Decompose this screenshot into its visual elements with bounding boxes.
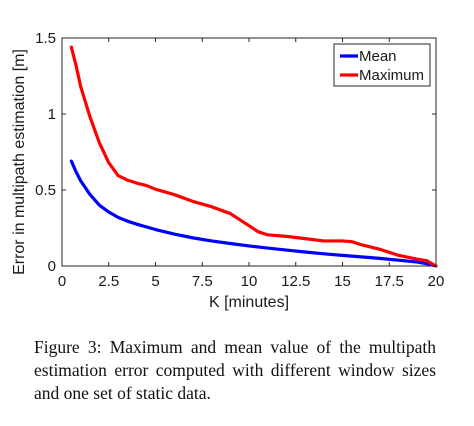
x-tick-label: 20: [428, 273, 445, 290]
x-tick-label: 10: [241, 273, 258, 290]
y-tick-label: 0.5: [35, 182, 56, 199]
legend-box: [333, 43, 431, 87]
x-tick-label: 12.5: [281, 273, 310, 290]
x-tick-label: 15: [334, 273, 351, 290]
y-axis-ticks: 0 0.5 1 1.5: [35, 30, 436, 275]
x-tick-label: 17.5: [375, 273, 404, 290]
series-line-maximum: [69, 45, 438, 268]
series-line-mean: [69, 159, 438, 268]
x-tick-label: 0: [58, 273, 66, 290]
series-layer: [69, 45, 438, 268]
legend: Mean Maximum: [333, 43, 431, 87]
line-chart: 0 2.5 5 7.5 10 12.5 15 17.5 20 0 0.5 1 1.5 K [minut…: [11, 30, 445, 311]
y-tick-label: 1: [48, 106, 56, 123]
x-axis-ticks: 0 2.5 5 7.5 10 12.5 15 17.5 20: [58, 38, 445, 290]
legend-label: Mean: [359, 48, 397, 65]
figure-caption: Figure 3: Maximum and mean value of the …: [34, 337, 436, 403]
y-axis-title: Error in multipath estimation [m]: [11, 49, 28, 275]
x-tick-label: 7.5: [192, 273, 213, 290]
legend-label: Maximum: [359, 67, 424, 84]
x-tick-label: 5: [151, 273, 159, 290]
x-axis-title: K [minutes]: [209, 294, 289, 311]
y-tick-label: 1.5: [35, 30, 56, 47]
y-tick-label: 0: [48, 258, 56, 275]
x-tick-label: 2.5: [98, 273, 119, 290]
